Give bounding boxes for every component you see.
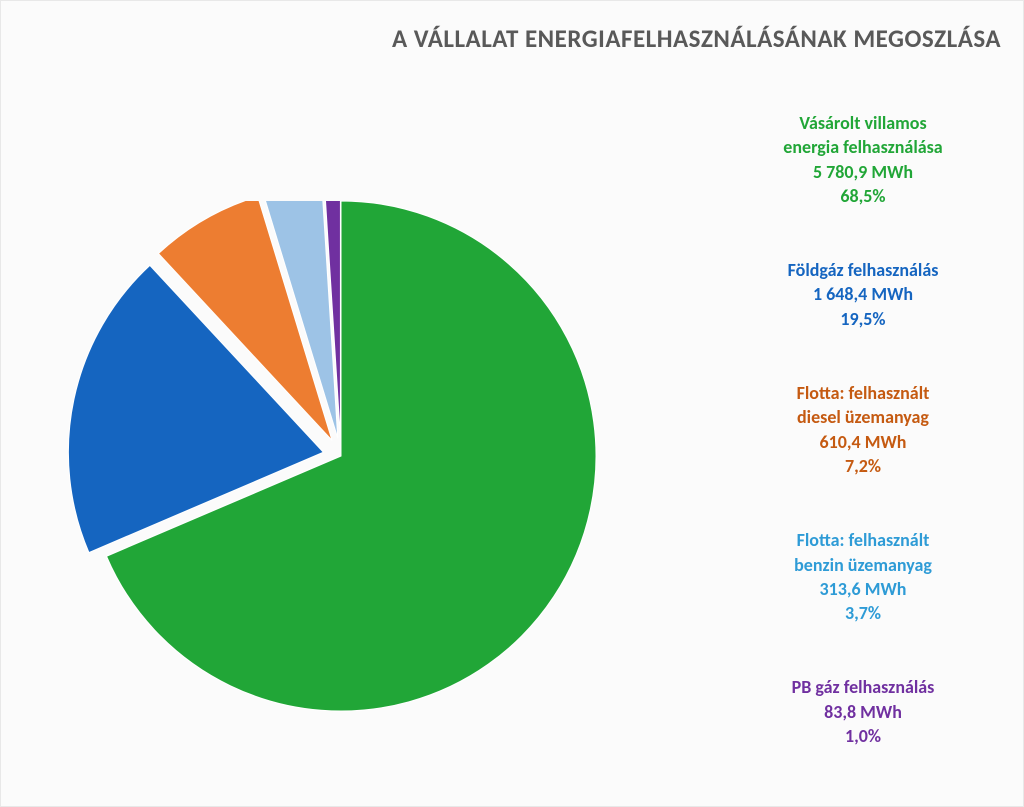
legend-item: PB gáz felhasználás 83,8 MWh 1,0% [733,675,993,748]
legend-text: Vásárolt villamos energia felhasználása … [733,111,993,208]
chart-container: A VÁLLALAT ENERGIAFELHASZNÁLÁSÁNAK MEGOS… [0,0,1024,807]
legend-text: Flotta: felhasznált benzin üzemanyag 313… [733,528,993,625]
legend-text: Földgáz felhasználás 1 648,4 MWh 19,5% [733,258,993,331]
legend-item: Vásárolt villamos energia felhasználása … [733,111,993,208]
legend: Vásárolt villamos energia felhasználása … [733,111,993,748]
legend-text: Flotta: felhasznált diesel üzemanyag 610… [733,381,993,478]
legend-item: Flotta: felhasznált benzin üzemanyag 313… [733,528,993,625]
chart-title: A VÁLLALAT ENERGIAFELHASZNÁLÁSÁNAK MEGOS… [251,23,1001,54]
legend-item: Földgáz felhasználás 1 648,4 MWh 19,5% [733,258,993,331]
legend-text: PB gáz felhasználás 83,8 MWh 1,0% [733,675,993,748]
legend-item: Flotta: felhasznált diesel üzemanyag 610… [733,381,993,478]
pie-chart [51,201,671,766]
